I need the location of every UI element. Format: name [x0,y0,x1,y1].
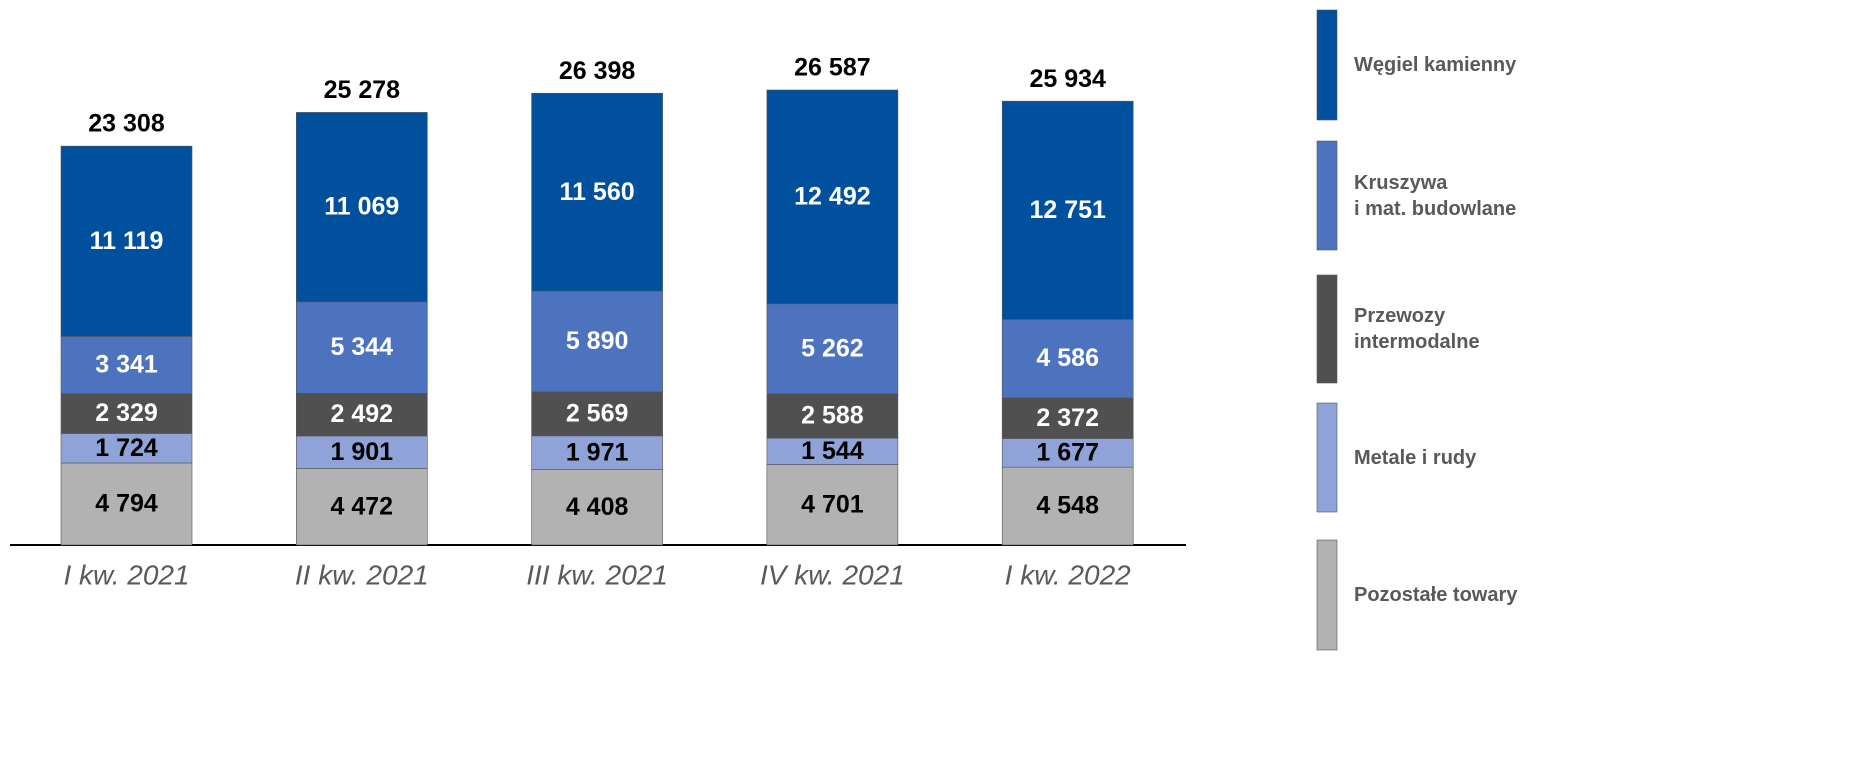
x-tick-label: I kw. 2021 [63,559,189,590]
legend-label: Metale i rudy [1354,446,1477,469]
value-label: 2 372 [1036,404,1099,432]
bar-segment [531,290,663,393]
legend-swatch [1316,539,1338,651]
value-label: 12 751 [1029,196,1106,224]
value-label: 2 588 [801,402,864,430]
value-label: 3 341 [95,351,158,379]
value-label: 2 569 [566,399,629,427]
value-label: 1 724 [95,434,158,462]
legend-label: Przewozy intermodalne [1354,305,1480,353]
bar-segment [295,301,428,394]
bar-segment [766,89,899,305]
total-label: 25 934 [1029,65,1106,93]
value-label: 2 329 [95,399,158,427]
value-label: 5 890 [566,327,629,355]
bar-segment [531,435,663,470]
bar-segment [1001,438,1134,468]
legend-label: Pozostałe towary [1354,584,1518,606]
bar-segment [295,435,428,469]
value-label: 11 119 [90,227,164,255]
value-label: 5 262 [801,334,864,362]
total-label: 26 587 [794,54,870,82]
legend-swatch [1316,140,1338,251]
value-label: 4 472 [331,492,394,520]
bar-segment [60,145,193,337]
value-label: 4 794 [95,490,158,518]
value-label: 12 492 [794,183,870,211]
value-label: 1 901 [331,438,394,466]
value-label: 2 492 [331,400,394,428]
bar-segment [531,469,663,546]
total-label: 23 308 [88,110,165,138]
bar-segment [295,392,428,437]
x-tick-label: II kw. 2021 [295,559,429,590]
bar-segment [1001,319,1134,399]
bar-segment [60,336,193,394]
x-tick-label: III kw. 2021 [526,559,668,590]
value-label: 1 544 [801,437,864,465]
value-label: 4 548 [1036,492,1099,520]
bar-segment [766,464,899,546]
bar-segment [295,468,428,546]
bar-segment [295,112,428,303]
legend-label: Węgiel kamienny [1354,54,1517,76]
bar-segment [1001,100,1134,320]
bar-segment [1001,397,1134,439]
bar-segment [531,92,663,292]
legend-swatch [1316,274,1338,384]
value-label: 1 677 [1036,438,1099,466]
bar-segment [1001,466,1134,546]
bar-segment [60,462,193,546]
legend-label: Kruszywa i mat. budowlane [1354,171,1517,220]
bar-segment [531,391,663,437]
legend-swatch [1316,9,1338,121]
value-label: 5 344 [331,333,394,361]
x-tick-label: I kw. 2022 [1005,559,1132,590]
total-label: 25 278 [324,76,401,104]
value-label: 4 408 [566,493,629,521]
bar-segment [766,393,899,439]
bar-segment [60,433,193,464]
value-label: 1 971 [566,438,629,466]
x-tick-label: IV kw. 2021 [760,559,905,590]
value-label: 4 586 [1036,344,1099,372]
legend-swatch [1316,402,1338,513]
total-label: 26 398 [559,57,636,85]
bar-segment [766,303,899,395]
value-label: 4 701 [801,490,864,518]
value-label: 11 069 [324,193,399,221]
value-label: 11 560 [560,178,635,206]
bar-segment [766,437,899,465]
